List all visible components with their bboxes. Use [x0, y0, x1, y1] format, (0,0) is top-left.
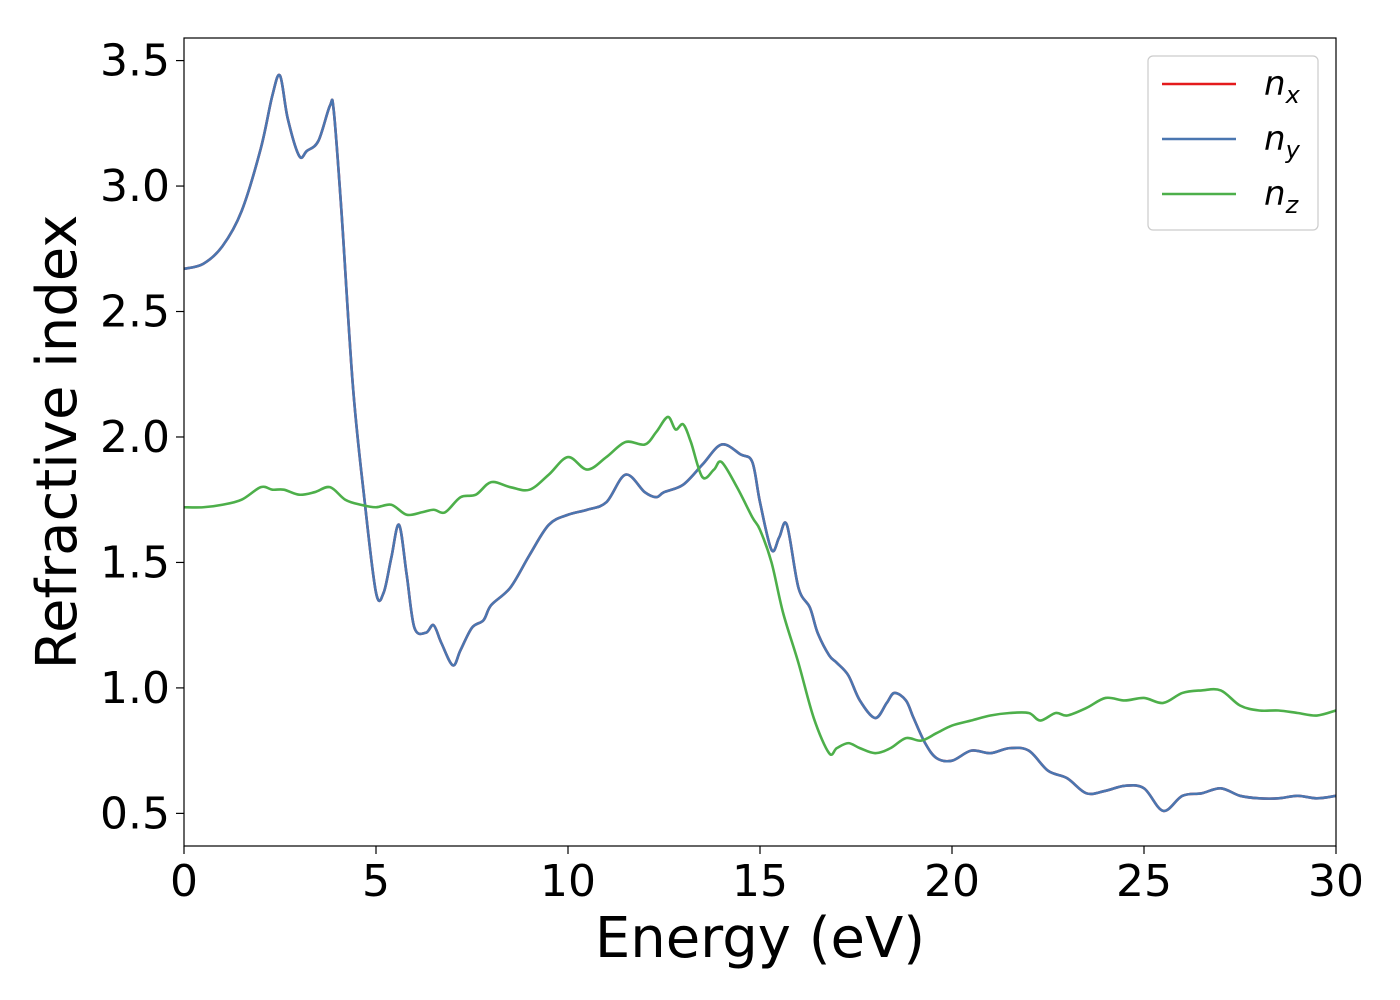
- legend-label-x: nx: [1264, 64, 1301, 109]
- legend-label-z: nz: [1264, 174, 1300, 219]
- y-tick-label: 3.5: [100, 36, 170, 87]
- y-axis-title: Refractive index: [25, 215, 90, 670]
- legend-box: [1147, 55, 1319, 231]
- y-tick-label: 1.0: [100, 663, 170, 714]
- y-tick-label: 2.0: [100, 412, 170, 463]
- x-tick-label: 30: [1308, 856, 1364, 907]
- y-axis-ticks: 0.5 1.0 1.5 2.0 2.5 3.0 3.5: [100, 36, 184, 839]
- x-axis-ticks: 0 5 10 15 20 25 30: [170, 846, 1364, 907]
- x-tick-label: 25: [1116, 856, 1172, 907]
- series-lines: [184, 73, 1336, 813]
- legend: nx ny nz: [1147, 55, 1319, 231]
- x-tick-label: 10: [540, 856, 596, 907]
- series-line-z: [184, 415, 1336, 757]
- y-tick-label: 0.5: [100, 788, 170, 839]
- legend-label-y: ny: [1264, 119, 1301, 164]
- x-axis-title: Energy (eV): [595, 906, 925, 971]
- series-line-y: [184, 73, 1336, 813]
- y-tick-label: 3.0: [100, 161, 170, 212]
- y-tick-label: 2.5: [100, 287, 170, 338]
- y-tick-label: 1.5: [100, 537, 170, 588]
- x-tick-label: 5: [362, 856, 390, 907]
- x-tick-label: 20: [924, 856, 980, 907]
- x-tick-label: 15: [732, 856, 788, 907]
- x-tick-label: 0: [170, 856, 198, 907]
